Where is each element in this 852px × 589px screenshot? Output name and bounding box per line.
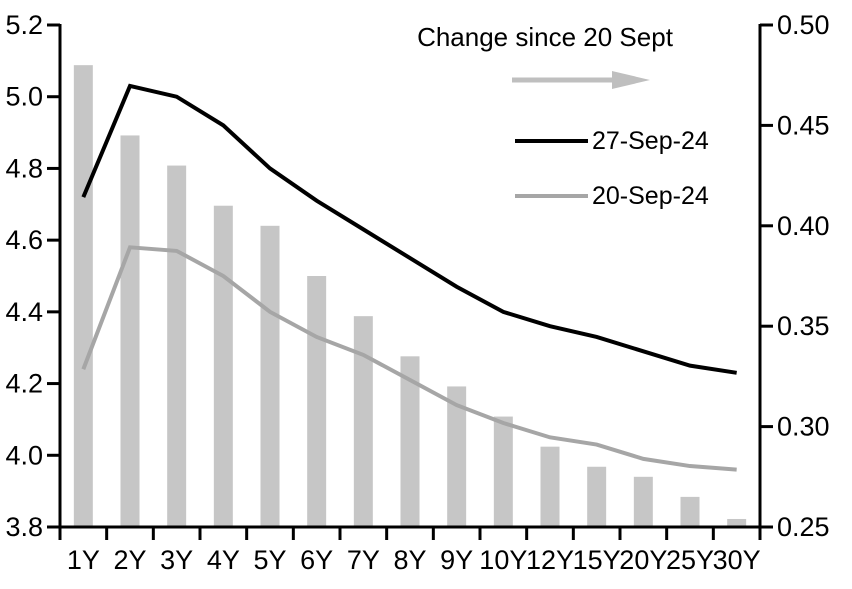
line-sample-27-sep-24 xyxy=(515,139,588,143)
x-axis-label-7Y: 7Y xyxy=(347,545,380,575)
bar-4Y xyxy=(213,205,233,527)
line-27-sep-24 xyxy=(81,83,737,375)
x-axis-label-8Y: 8Y xyxy=(393,545,426,575)
right-axis-label: 0.40 xyxy=(777,211,830,241)
bar-20Y xyxy=(633,476,653,527)
bar-10Y xyxy=(493,416,513,527)
line-sample-20-sep-24 xyxy=(515,194,588,198)
arrow-head xyxy=(612,71,650,89)
bar-8Y xyxy=(400,356,420,527)
x-axis-label-10Y: 10Y xyxy=(479,545,527,575)
bar-30Y xyxy=(727,518,747,527)
right-axis-label: 0.30 xyxy=(777,412,830,442)
x-axis-label-30Y: 30Y xyxy=(713,545,761,575)
left-axis-label: 4.2 xyxy=(5,369,43,399)
bar-7Y xyxy=(353,316,373,527)
x-axis-label-25Y: 25Y xyxy=(666,545,714,575)
bar-9Y xyxy=(447,386,467,527)
left-axis-label: 5.2 xyxy=(5,10,43,40)
left-axis-label: 4.0 xyxy=(5,440,43,470)
bar-6Y xyxy=(307,276,327,527)
legend-label-27-sep-24: 27-Sep-24 xyxy=(592,127,709,155)
x-axis-label-9Y: 9Y xyxy=(440,545,473,575)
right-axis-label: 0.25 xyxy=(777,512,830,542)
bar-3Y xyxy=(167,165,187,527)
x-axis-label-12Y: 12Y xyxy=(526,545,574,575)
right-axis-label: 0.50 xyxy=(777,10,830,40)
bar-2Y xyxy=(120,135,140,527)
right-arrow-icon xyxy=(512,71,650,89)
line-20-sep-24 xyxy=(81,245,737,472)
left-axis-label: 4.8 xyxy=(5,153,43,183)
x-axis-label-2Y: 2Y xyxy=(113,545,146,575)
left-axis-label: 3.8 xyxy=(5,512,43,542)
legend-title-change-since-20-sept: Change since 20 Sept xyxy=(417,22,673,52)
x-axis-label-6Y: 6Y xyxy=(300,545,333,575)
bar-12Y xyxy=(540,446,560,527)
x-axis-label-15Y: 15Y xyxy=(573,545,621,575)
x-axis-label-3Y: 3Y xyxy=(160,545,193,575)
bar-25Y xyxy=(680,496,700,527)
bar-1Y xyxy=(73,65,93,527)
right-axis-label: 0.35 xyxy=(777,311,830,341)
bar-15Y xyxy=(587,466,607,527)
right-axis-label: 0.45 xyxy=(777,110,830,140)
left-axis-label: 4.6 xyxy=(5,225,43,255)
x-axis-label-20Y: 20Y xyxy=(619,545,667,575)
left-axis-label: 4.4 xyxy=(5,297,43,327)
left-axis-label: 5.0 xyxy=(5,82,43,112)
legend-label-20-sep-24: 20-Sep-24 xyxy=(592,182,709,210)
x-axis-label-1Y: 1Y xyxy=(67,545,100,575)
x-axis-label-5Y: 5Y xyxy=(253,545,286,575)
bar-5Y xyxy=(260,225,280,528)
x-axis-label-4Y: 4Y xyxy=(207,545,240,575)
